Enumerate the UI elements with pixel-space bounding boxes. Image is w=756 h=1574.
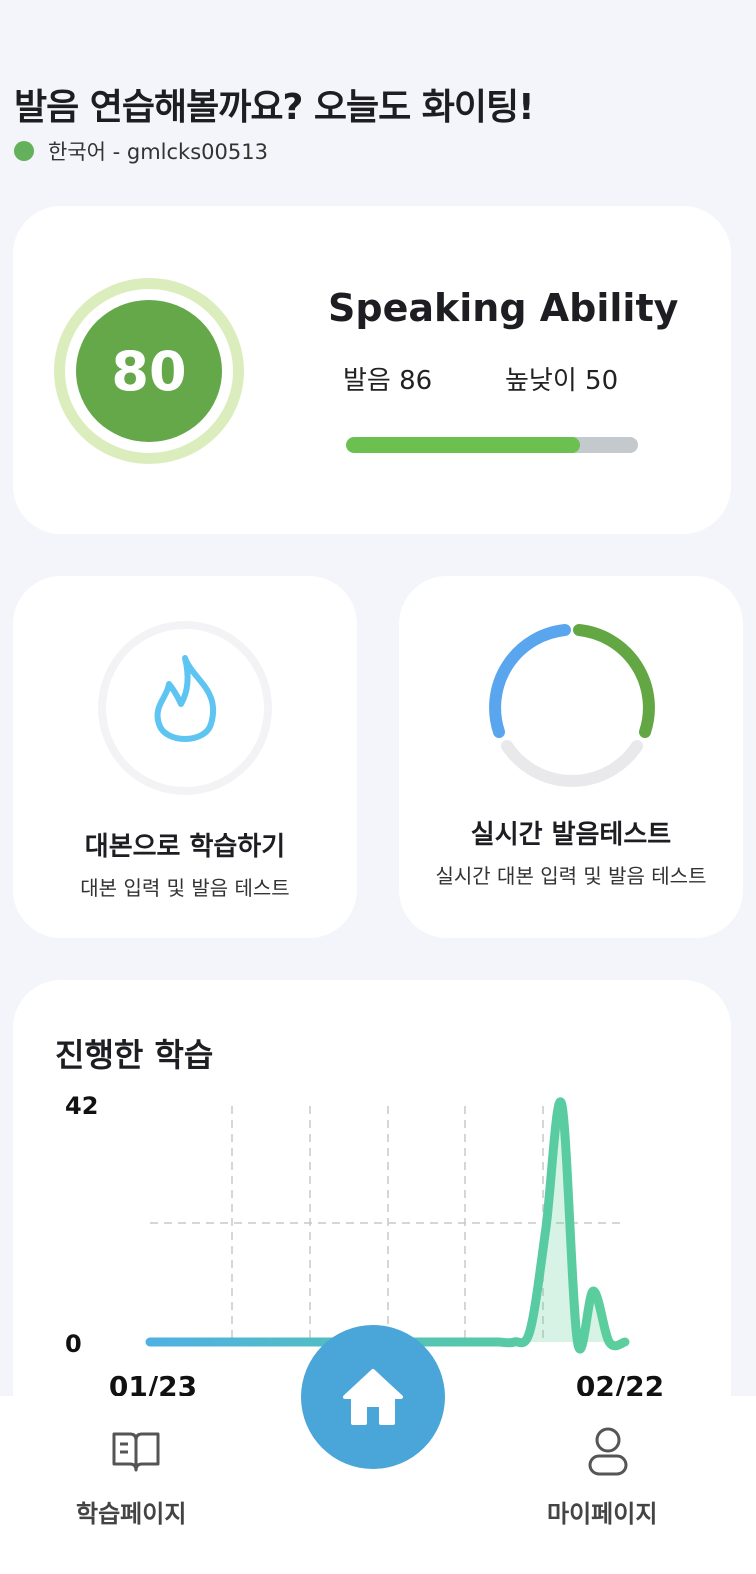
x-tick-label: 01/23 <box>109 1370 197 1400</box>
status-dot <box>14 141 34 161</box>
page-title: 발음 연습해볼까요? 오늘도 화이팅! <box>14 87 535 128</box>
pitch-score: 높낮이 50 <box>505 366 619 396</box>
bottom-nav: 학습페이지 마이페이지 <box>0 1396 756 1574</box>
score-ring: 80 <box>54 278 244 464</box>
ability-progress-bar <box>346 437 638 453</box>
pronunciation-score: 발음 86 <box>343 366 433 396</box>
language-user: 한국어 - gmlcks00513 <box>48 140 268 164</box>
home-icon <box>343 1369 403 1425</box>
card-subtitle: 실시간 대본 입력 및 발음 테스트 <box>435 864 707 888</box>
book-icon[interactable] <box>110 1428 162 1474</box>
progress-title: 진행한 학습 <box>55 1036 214 1074</box>
nav-mypage[interactable]: 마이페이지 <box>547 1500 658 1528</box>
card-title: 대본으로 학습하기 <box>84 832 286 862</box>
score-value: 80 <box>76 300 222 442</box>
language-user-row: 한국어 - gmlcks00513 <box>14 136 268 166</box>
speaking-ability-title: Speaking Ability <box>328 286 679 330</box>
home-button[interactable] <box>301 1325 445 1469</box>
ring-chart-icon <box>489 624 655 787</box>
card-title: 실시간 발음테스트 <box>470 820 672 850</box>
nav-study[interactable]: 학습페이지 <box>76 1500 187 1528</box>
script-study-card[interactable]: 대본으로 학습하기 대본 입력 및 발음 테스트 <box>13 576 357 938</box>
card-subtitle: 대본 입력 및 발음 테스트 <box>80 876 290 900</box>
live-test-card[interactable]: 실시간 발음테스트 실시간 대본 입력 및 발음 테스트 <box>399 576 743 938</box>
x-tick-label: 02/22 <box>576 1370 664 1400</box>
user-icon[interactable] <box>586 1426 630 1478</box>
y-tick-label: 42 <box>65 1092 98 1120</box>
y-tick-label: 0 <box>65 1330 82 1358</box>
flame-icon <box>98 621 272 795</box>
ability-progress-fill <box>346 437 580 453</box>
